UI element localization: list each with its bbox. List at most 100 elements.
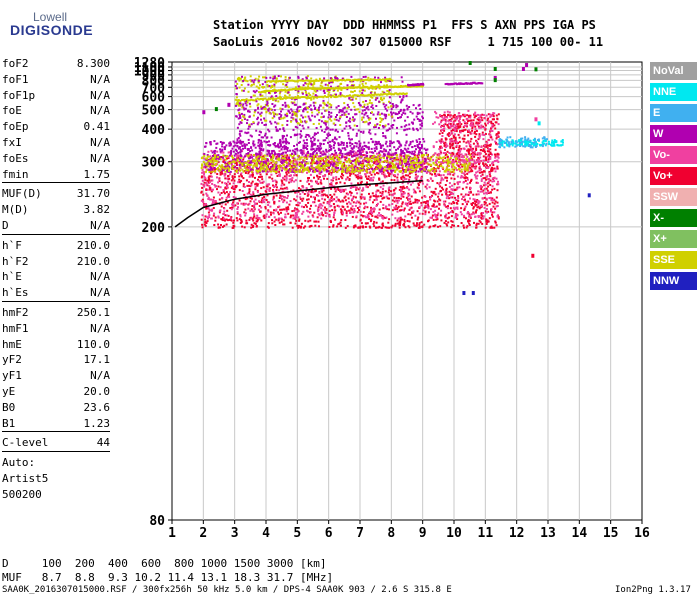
data-point	[284, 161, 287, 164]
data-point	[256, 118, 259, 121]
data-point	[222, 151, 225, 154]
data-point	[302, 145, 305, 148]
data-point	[453, 202, 455, 204]
data-point	[203, 181, 206, 184]
data-point	[337, 167, 340, 169]
data-point	[463, 216, 466, 219]
data-point	[395, 163, 398, 166]
data-point	[298, 158, 301, 161]
param-row: B1 1.23	[2, 416, 110, 432]
data-point	[285, 201, 288, 204]
data-point	[211, 166, 214, 169]
data-point	[323, 151, 326, 154]
data-point	[304, 154, 307, 157]
data-point	[448, 168, 451, 171]
data-point	[317, 111, 320, 114]
data-point	[240, 142, 243, 145]
data-point	[231, 158, 234, 161]
data-point	[218, 169, 221, 172]
data-point	[253, 213, 256, 216]
data-point	[219, 171, 222, 174]
data-point	[297, 106, 299, 109]
data-point	[443, 204, 446, 207]
data-point	[324, 153, 327, 156]
data-point	[287, 163, 290, 166]
data-point	[214, 216, 217, 219]
data-point	[394, 224, 397, 227]
data-point	[250, 208, 253, 211]
data-point	[321, 214, 324, 216]
data-point	[491, 180, 494, 183]
data-point	[442, 152, 445, 154]
data-point	[371, 96, 374, 99]
data-point	[337, 164, 339, 167]
data-point	[341, 166, 344, 169]
data-point	[219, 226, 222, 229]
data-point	[440, 177, 443, 180]
data-point	[365, 152, 368, 154]
data-point	[343, 196, 346, 199]
data-point	[470, 159, 473, 161]
data-point	[313, 167, 316, 169]
data-point	[493, 202, 496, 205]
data-point	[328, 149, 330, 152]
data-point	[239, 157, 242, 159]
data-point	[249, 197, 252, 199]
data-point	[303, 156, 306, 159]
data-point	[254, 109, 257, 112]
data-point	[331, 156, 334, 159]
data-point	[239, 114, 241, 117]
data-point	[285, 168, 288, 171]
data-point	[345, 144, 348, 147]
data-point	[265, 188, 268, 191]
data-point	[434, 215, 437, 218]
data-point	[268, 154, 271, 157]
data-point	[273, 200, 276, 203]
data-point	[220, 167, 223, 170]
data-point	[305, 152, 308, 155]
data-point	[377, 172, 380, 175]
data-point	[296, 110, 299, 113]
data-point	[431, 167, 434, 170]
data-point	[240, 179, 243, 182]
data-point	[305, 167, 307, 170]
data-point	[276, 175, 279, 177]
data-point	[237, 141, 240, 144]
data-point	[250, 156, 253, 159]
data-point	[279, 195, 282, 198]
data-point	[344, 188, 347, 191]
data-point	[348, 137, 351, 140]
data-point	[396, 208, 399, 210]
data-point	[340, 219, 343, 222]
data-point	[408, 155, 411, 158]
data-point	[251, 194, 254, 197]
data-point	[201, 179, 204, 182]
data-point	[287, 104, 290, 107]
data-point	[424, 185, 427, 188]
data-point	[455, 156, 458, 159]
data-point	[394, 217, 397, 220]
data-point	[329, 140, 331, 143]
data-point	[369, 132, 372, 135]
data-point	[398, 209, 401, 212]
data-point	[346, 153, 349, 156]
data-point	[401, 187, 404, 190]
data-point	[258, 157, 260, 160]
data-point	[268, 149, 271, 152]
data-point	[239, 159, 242, 161]
data-point	[229, 173, 232, 176]
param-row: fmin 1.75	[2, 167, 110, 183]
data-point	[434, 200, 436, 203]
data-point	[209, 188, 212, 191]
data-point	[236, 158, 239, 161]
data-point	[434, 168, 437, 171]
data-point	[420, 152, 423, 155]
data-point	[341, 155, 344, 157]
param-value: 210.0	[76, 238, 110, 252]
data-point	[391, 160, 394, 163]
data-point	[340, 82, 343, 85]
data-point	[458, 186, 461, 189]
data-point	[206, 154, 209, 156]
data-point	[438, 170, 441, 173]
data-point	[298, 163, 301, 166]
